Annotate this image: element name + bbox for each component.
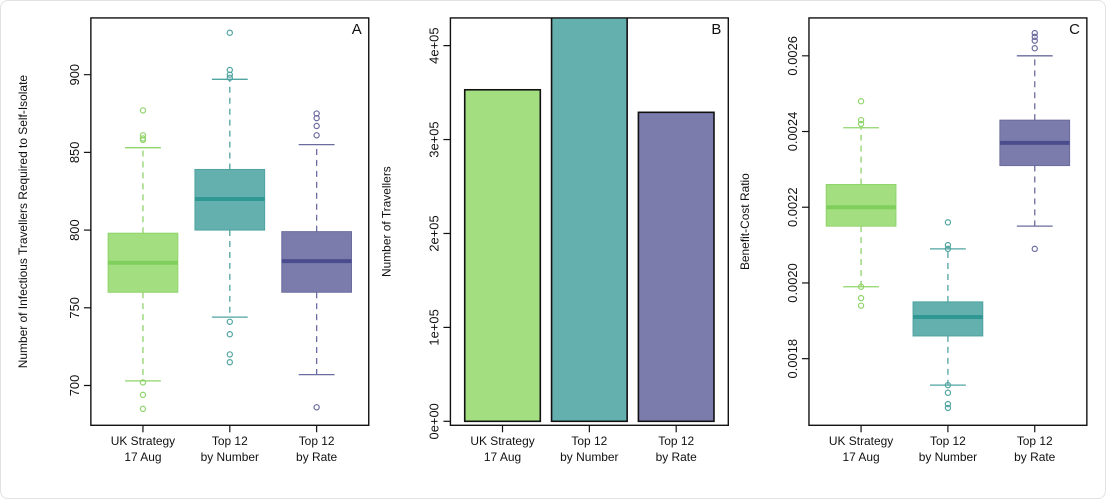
y-tick-label: 4e+05 — [426, 27, 441, 63]
x-tick-label: by Number — [201, 450, 259, 464]
y-tick-label: 0.0024 — [785, 112, 800, 152]
outlier-point — [857, 302, 865, 309]
x-tick-label: by Rate — [1014, 450, 1056, 464]
outlier-point — [857, 294, 865, 302]
outlier-point — [139, 107, 147, 114]
x-tick-label: Top 12 — [571, 434, 607, 448]
bar-2 — [637, 111, 715, 423]
box-0 — [107, 107, 179, 413]
outlier-point — [944, 400, 952, 408]
bar-0 — [463, 88, 542, 423]
x-tick-label: by Number — [560, 450, 618, 464]
bar-1 — [550, 17, 628, 423]
outlier-point — [139, 379, 147, 386]
outlier-point — [226, 331, 233, 338]
y-tick-label: 3e+05 — [426, 121, 441, 157]
outlier-point — [139, 136, 147, 144]
outlier-point — [1031, 37, 1038, 44]
x-tick-label: Top 12 — [930, 434, 966, 448]
box-1 — [912, 219, 984, 412]
y-tick-label: 800 — [67, 219, 82, 241]
y-tick-label: 700 — [67, 375, 82, 397]
y-tick-label: 750 — [67, 297, 82, 319]
outlier-point — [944, 389, 952, 396]
x-tick-label: Top 12 — [658, 434, 694, 448]
box-1 — [194, 29, 266, 366]
outlier-point — [857, 116, 865, 124]
x-tick-label: 17 Aug — [842, 450, 879, 464]
panel-b: 0e+00 1e+05 2e+05 3e+05 4e+05 Number of Trave… — [380, 17, 729, 464]
outlier-point — [139, 391, 147, 399]
outlier-point — [226, 318, 233, 325]
y-tick-label: 0.0018 — [785, 339, 800, 379]
outlier-point — [226, 351, 233, 358]
outlier-point — [944, 381, 952, 389]
outlier-point — [313, 132, 320, 139]
panel-letter: A — [352, 21, 362, 38]
y-axis-label: Benefit-Cost Ratio — [738, 173, 752, 270]
outlier-point — [944, 219, 952, 226]
outlier-point — [226, 71, 233, 78]
panel-c: 0.0018 0.0020 0.0022 0.0024 0.0026 Benefit-Co… — [738, 17, 1088, 464]
y-tick-label: 2e+05 — [426, 215, 441, 251]
panel-letter: C — [1069, 21, 1080, 38]
outlier-point — [1031, 33, 1038, 41]
y-tick-label: 0e+00 — [426, 403, 441, 439]
outlier-point — [857, 120, 865, 128]
outlier-point — [1031, 45, 1038, 52]
x-tick-label: by Rate — [296, 450, 338, 464]
x-tick-label: 17 Aug — [484, 450, 521, 464]
x-tick-label: UK Strategy — [111, 434, 175, 448]
x-tick-label: by Number — [919, 450, 977, 464]
y-tick-label: 0.0022 — [785, 187, 800, 227]
outlier-point — [226, 359, 233, 366]
x-tick-label: UK Strategy — [470, 434, 534, 448]
outlier-point — [226, 29, 233, 36]
outlier-point — [1031, 29, 1038, 37]
y-tick-label: 1e+05 — [426, 309, 441, 345]
x-tick-label: Top 12 — [212, 434, 248, 448]
panel-letter: B — [711, 21, 721, 38]
outlier-point — [313, 122, 320, 130]
outlier-point — [857, 98, 865, 105]
outlier-point — [944, 245, 952, 253]
plot-area — [825, 29, 1071, 412]
outlier-point — [139, 405, 147, 413]
outlier-point — [944, 241, 952, 249]
outlier-point — [1031, 245, 1038, 253]
x-tick-label: UK Strategy — [829, 434, 893, 448]
box-2 — [999, 29, 1071, 253]
outlier-point — [944, 404, 952, 412]
y-tick-label: 0.0026 — [785, 36, 800, 76]
outlier-point — [857, 283, 865, 290]
outlier-point — [313, 114, 320, 122]
box-2 — [281, 110, 352, 411]
y-tick-label: 850 — [67, 142, 82, 164]
x-tick-label: by Rate — [656, 450, 698, 464]
panel-a: 700 750 800 850 900 Number of Infectious Trav… — [16, 17, 370, 464]
x-tick-label: 17 Aug — [124, 450, 161, 464]
box-0 — [825, 98, 897, 309]
x-tick-label: Top 12 — [299, 434, 335, 448]
outlier-point — [313, 404, 320, 411]
y-tick-label: 900 — [67, 64, 82, 86]
plot-area — [107, 29, 352, 413]
x-tick-label: Top 12 — [1017, 434, 1053, 448]
y-tick-label: 0.0020 — [785, 263, 800, 303]
plot-area — [463, 17, 715, 423]
y-axis-label: Number of Infectious Travellers Required… — [16, 75, 30, 369]
outlier-point — [226, 74, 233, 81]
y-axis-label: Number of Travellers — [380, 166, 394, 277]
